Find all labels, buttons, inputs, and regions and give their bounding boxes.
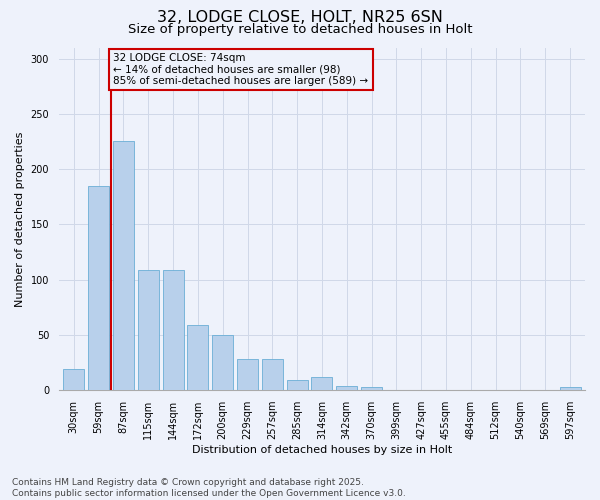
Bar [63, 369, 85, 390]
Bar [187, 325, 208, 390]
Bar [287, 380, 308, 390]
Text: 32, LODGE CLOSE, HOLT, NR25 6SN: 32, LODGE CLOSE, HOLT, NR25 6SN [157, 10, 443, 25]
Bar [212, 335, 233, 390]
Bar [237, 360, 258, 390]
Bar [88, 186, 109, 390]
Bar [560, 387, 581, 390]
Bar [361, 387, 382, 390]
Y-axis label: Number of detached properties: Number of detached properties [15, 131, 25, 306]
Text: Contains HM Land Registry data © Crown copyright and database right 2025.
Contai: Contains HM Land Registry data © Crown c… [12, 478, 406, 498]
X-axis label: Distribution of detached houses by size in Holt: Distribution of detached houses by size … [192, 445, 452, 455]
Bar [311, 377, 332, 390]
Bar [137, 270, 159, 390]
Bar [113, 142, 134, 390]
Bar [163, 270, 184, 390]
Text: Size of property relative to detached houses in Holt: Size of property relative to detached ho… [128, 22, 472, 36]
Text: 32 LODGE CLOSE: 74sqm
← 14% of detached houses are smaller (98)
85% of semi-deta: 32 LODGE CLOSE: 74sqm ← 14% of detached … [113, 53, 368, 86]
Bar [262, 360, 283, 390]
Bar [336, 386, 358, 390]
